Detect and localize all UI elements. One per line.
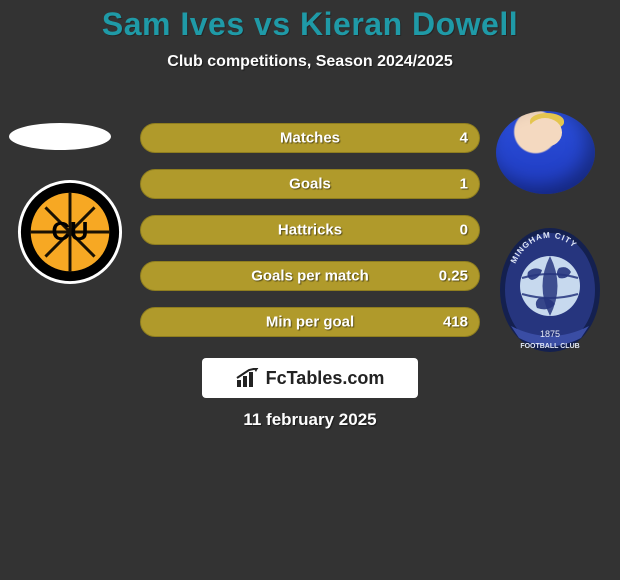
stat-row-matches: Matches 4	[140, 123, 480, 153]
stat-right-value: 4	[460, 130, 468, 147]
left-club-badge: CU	[16, 178, 124, 286]
stat-right-value: 1	[460, 176, 468, 193]
brand-chart-icon	[236, 368, 260, 388]
right-club-bottom-text: FOOTBALL CLUB	[520, 343, 579, 350]
brand-box: FcTables.com	[202, 358, 418, 398]
stat-row-gpm: Goals per match 0.25	[140, 261, 480, 291]
left-club-initials: CU	[52, 218, 89, 246]
stat-row-mpg: Min per goal 418	[140, 307, 480, 337]
subtitle: Club competitions, Season 2024/2025	[0, 53, 620, 71]
stat-label: Goals	[289, 176, 331, 193]
right-club-badge: 1875 MINGHAM CITY FOOTBALL CLUB	[499, 228, 601, 356]
stat-row-goals: Goals 1	[140, 169, 480, 199]
stat-right-value: 0.25	[439, 268, 468, 285]
page-title: Sam Ives vs Kieran Dowell	[0, 0, 620, 43]
stat-right-value: 0	[460, 222, 468, 239]
left-player-photo	[9, 123, 111, 150]
comparison-infographic: Sam Ives vs Kieran Dowell Club competiti…	[0, 0, 620, 580]
stat-right-value: 418	[443, 314, 468, 331]
brand-text: FcTables.com	[266, 368, 385, 389]
stat-label: Min per goal	[266, 314, 354, 331]
stat-bars: Matches 4 Goals 1 Hattricks 0 Goals per …	[140, 123, 480, 353]
date: 11 february 2025	[0, 410, 620, 430]
right-player-photo	[496, 111, 595, 194]
right-club-founded: 1875	[540, 329, 560, 339]
date-wrap: 11 february 2025	[0, 410, 620, 430]
stat-label: Goals per match	[251, 268, 369, 285]
stat-label: Hattricks	[278, 222, 342, 239]
stat-label: Matches	[280, 130, 340, 147]
brand: FcTables.com	[236, 368, 385, 389]
stat-row-hattricks: Hattricks 0	[140, 215, 480, 245]
